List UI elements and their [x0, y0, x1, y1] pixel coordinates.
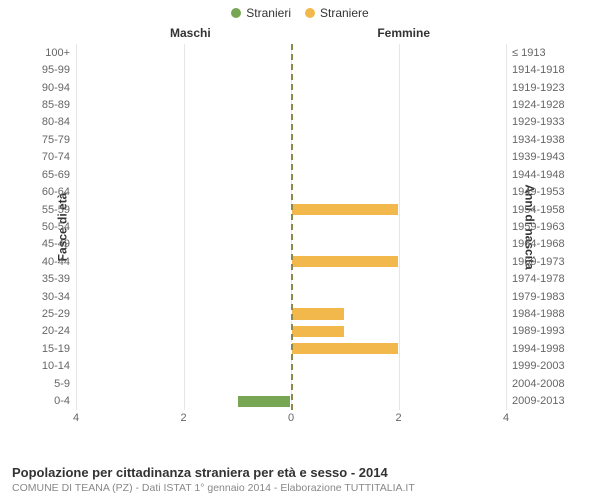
legend-swatch-male: [231, 8, 241, 18]
legend-label-male: Stranieri: [246, 6, 291, 20]
birth-year-label: 1914-1918: [506, 64, 574, 76]
x-ticks: 4 2 0 2 4: [76, 412, 506, 428]
chart-title: Popolazione per cittadinanza straniera p…: [12, 465, 415, 480]
birth-year-label: 1929-1933: [506, 116, 574, 128]
chart: Maschi Femmine Fasce di età Anni di nasc…: [20, 20, 580, 430]
birth-year-label: 1939-1943: [506, 151, 574, 163]
age-label: 0-4: [26, 395, 76, 407]
age-label: 10-14: [26, 360, 76, 372]
bar-female: [291, 255, 399, 268]
age-label: 100+: [26, 47, 76, 59]
birth-year-label: 1979-1983: [506, 291, 574, 303]
birth-year-label: 1984-1988: [506, 308, 574, 320]
legend: Stranieri Straniere: [0, 0, 600, 20]
footer: Popolazione per cittadinanza straniera p…: [12, 465, 415, 494]
birth-year-label: 1924-1928: [506, 99, 574, 111]
age-label: 95-99: [26, 64, 76, 76]
age-label: 80-84: [26, 116, 76, 128]
center-line: [291, 44, 293, 410]
age-label: 55-59: [26, 204, 76, 216]
x-tick: 2: [180, 412, 186, 424]
age-label: 20-24: [26, 325, 76, 337]
age-label: 50-54: [26, 221, 76, 233]
birth-year-label: 1989-1993: [506, 325, 574, 337]
x-tick: 4: [503, 412, 509, 424]
x-tick: 4: [73, 412, 79, 424]
age-label: 45-49: [26, 238, 76, 250]
legend-swatch-female: [305, 8, 315, 18]
plot-area: Fasce di età Anni di nascita 100+≤ 19139…: [76, 44, 506, 410]
bar-female: [291, 342, 399, 355]
age-label: 40-44: [26, 256, 76, 268]
bar-female: [291, 203, 399, 216]
age-label: 65-69: [26, 169, 76, 181]
age-label: 75-79: [26, 134, 76, 146]
column-title-male: Maschi: [170, 26, 211, 40]
age-label: 85-89: [26, 99, 76, 111]
age-label: 5-9: [26, 378, 76, 390]
x-tick: 2: [395, 412, 401, 424]
age-label: 15-19: [26, 343, 76, 355]
age-label: 25-29: [26, 308, 76, 320]
age-label: 90-94: [26, 82, 76, 94]
age-label: 30-34: [26, 291, 76, 303]
birth-year-label: 1994-1998: [506, 343, 574, 355]
birth-year-label: 1919-1923: [506, 82, 574, 94]
age-label: 60-64: [26, 186, 76, 198]
birth-year-label: ≤ 1913: [506, 47, 574, 59]
legend-item-female: Straniere: [305, 6, 369, 20]
age-label: 35-39: [26, 273, 76, 285]
birth-year-label: 1949-1953: [506, 186, 574, 198]
birth-year-label: 1954-1958: [506, 204, 574, 216]
birth-year-label: 1944-1948: [506, 169, 574, 181]
bar-female: [291, 307, 345, 320]
bar-female: [291, 325, 345, 338]
legend-item-male: Stranieri: [231, 6, 291, 20]
birth-year-label: 1959-1963: [506, 221, 574, 233]
birth-year-label: 1999-2003: [506, 360, 574, 372]
bar-male: [237, 395, 291, 408]
birth-year-label: 1964-1968: [506, 238, 574, 250]
x-tick: 0: [288, 412, 294, 424]
birth-year-label: 1969-1973: [506, 256, 574, 268]
birth-year-label: 2004-2008: [506, 378, 574, 390]
chart-subtitle: COMUNE DI TEANA (PZ) - Dati ISTAT 1° gen…: [12, 482, 415, 494]
birth-year-label: 1934-1938: [506, 134, 574, 146]
birth-year-label: 1974-1978: [506, 273, 574, 285]
column-title-female: Femmine: [377, 26, 430, 40]
age-label: 70-74: [26, 151, 76, 163]
birth-year-label: 2009-2013: [506, 395, 574, 407]
legend-label-female: Straniere: [320, 6, 369, 20]
